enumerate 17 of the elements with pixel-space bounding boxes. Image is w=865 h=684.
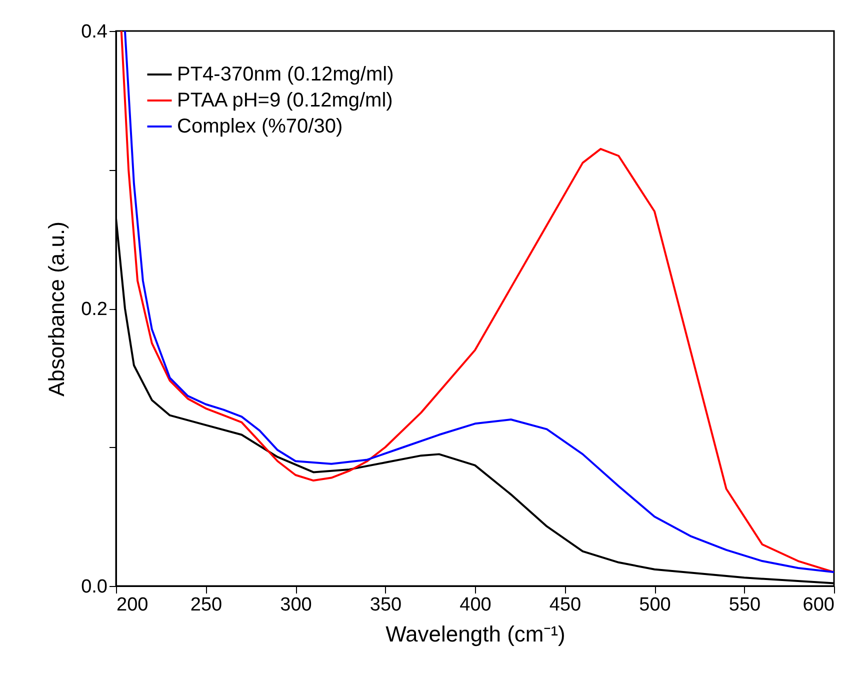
x-tick-label: 400 xyxy=(460,594,492,616)
x-tick-label: 200 xyxy=(116,594,148,616)
y-tick-label: 0.0 xyxy=(81,576,108,598)
x-tick-label: 550 xyxy=(728,594,761,616)
y-axis-title: Absorbance (a.u.) xyxy=(44,222,70,396)
x-tick-label: 450 xyxy=(549,594,582,616)
x-tick-label: 500 xyxy=(639,594,671,616)
x-tick-label: 600 xyxy=(802,594,834,616)
x-tick-label: 350 xyxy=(370,594,402,616)
legend-label: PTAA pH=9 (0.12mg/ml) xyxy=(177,90,393,112)
legend-label: PT4-370nm (0.12mg/ml) xyxy=(177,64,394,86)
y-tick-label: 0.2 xyxy=(81,299,108,320)
x-tick-label: 250 xyxy=(190,594,222,616)
x-axis-title: Wavelength (cm⁻¹) xyxy=(386,622,566,646)
x-tick-label: 300 xyxy=(280,594,312,616)
y-tick-label: 0.4 xyxy=(81,22,108,42)
legend-label: Complex (%70/30) xyxy=(177,116,343,138)
